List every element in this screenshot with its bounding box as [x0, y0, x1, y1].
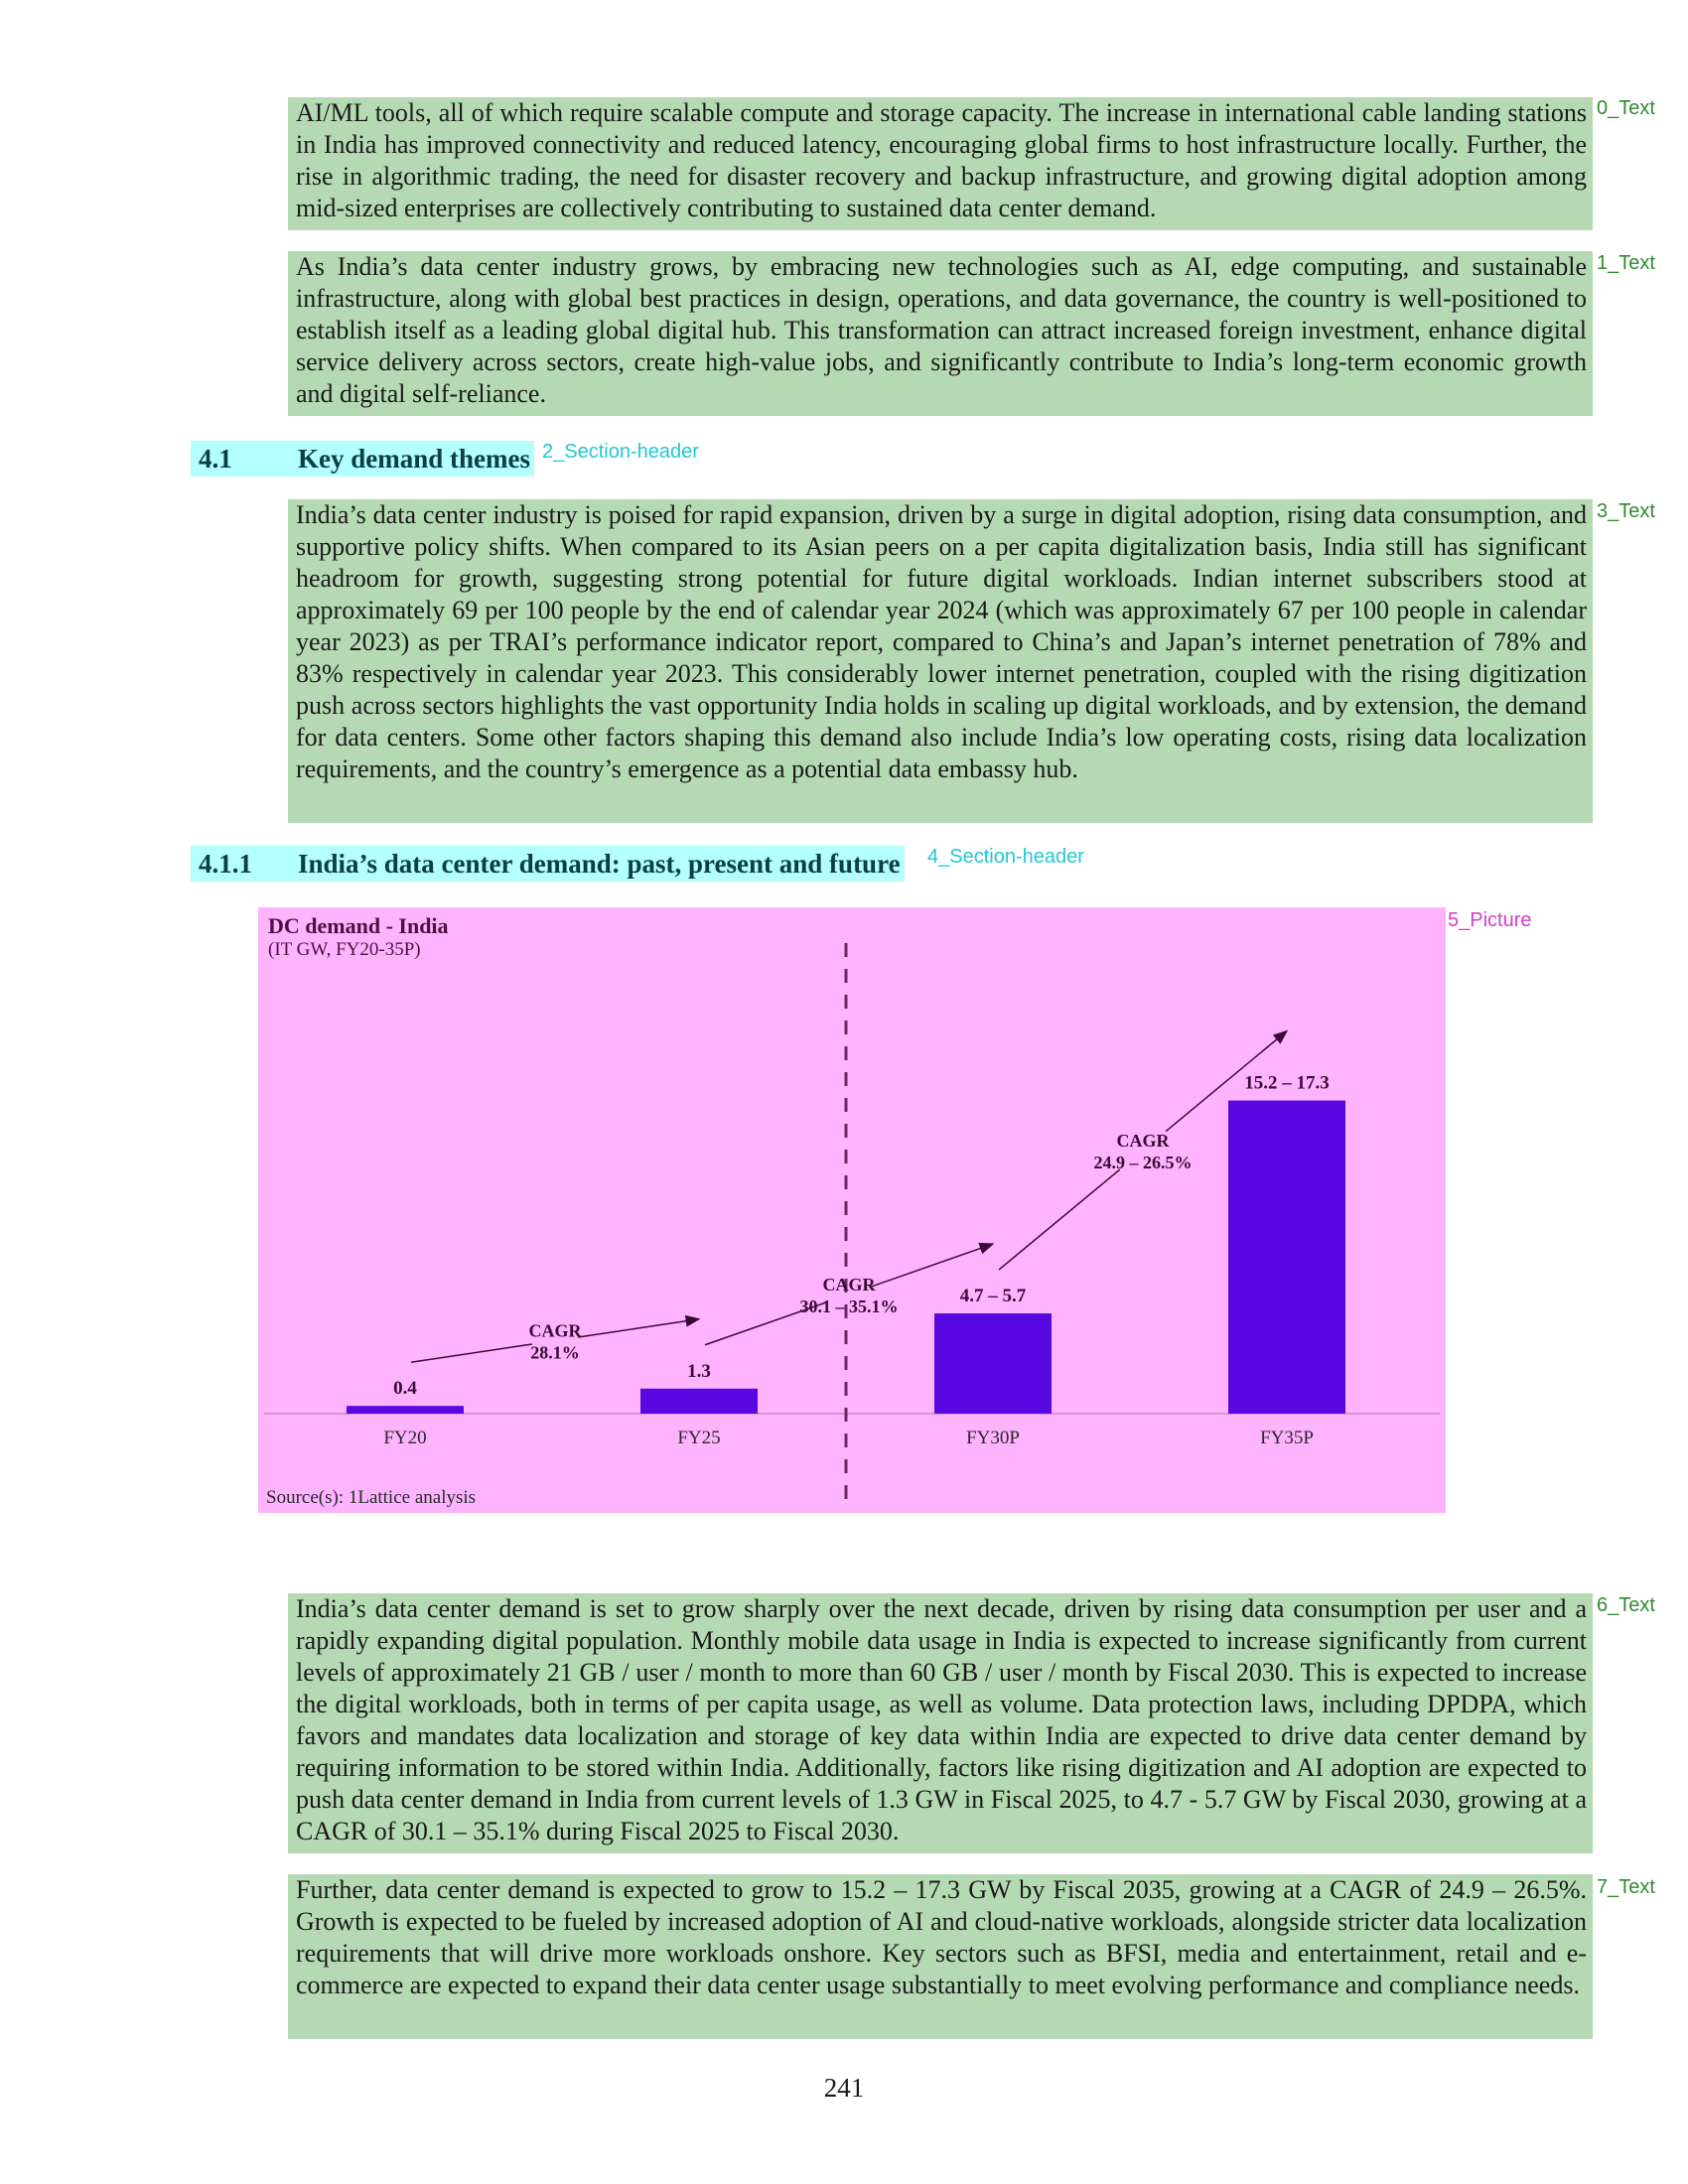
chart-source: Source(s): 1Lattice analysis [266, 1487, 477, 1508]
paragraph-text: As India’s data center industry grows, b… [296, 252, 1587, 408]
layout-tag-7: 7_Text [1597, 1876, 1655, 1898]
cagr-label-2: CAGR [823, 1275, 877, 1295]
text-block-0: AI/ML tools, all of which require scalab… [288, 97, 1593, 230]
layout-tag-0: 0_Text [1597, 97, 1655, 119]
cagr-label-3: CAGR [1117, 1131, 1171, 1151]
cagr-label-1: CAGR [529, 1321, 583, 1341]
section-title: Key demand themes [298, 444, 530, 474]
data-label-fy20: 0.4 [393, 1378, 417, 1399]
layout-tag-3: 3_Text [1597, 500, 1655, 522]
paragraph-text: AI/ML tools, all of which require scalab… [296, 98, 1587, 222]
text-block-1: As India’s data center industry grows, b… [288, 251, 1593, 416]
paragraph-text: India’s data center demand is set to gro… [296, 1594, 1587, 1845]
cagr-arrow-1 [578, 1314, 701, 1338]
data-label-fy30p: 4.7 – 5.7 [960, 1286, 1027, 1306]
bar-fy35p [1228, 1100, 1345, 1414]
section-number: 4.1.1 [199, 849, 252, 879]
cagr-arrow-line-1 [410, 1343, 532, 1363]
chart-title: DC demand - India [268, 913, 449, 938]
layout-tag-1: 1_Text [1597, 252, 1655, 274]
x-tick-label-fy25: FY25 [677, 1428, 720, 1448]
cagr-value-1: 28.1% [530, 1343, 580, 1363]
cagr-value-2: 30.1 – 35.1% [800, 1297, 899, 1316]
chart-subtitle: (IT GW, FY20-35P) [268, 939, 421, 960]
data-label-fy35p: 15.2 – 17.3 [1244, 1073, 1330, 1094]
bar-fy25 [640, 1388, 758, 1414]
text-block-3: India’s data center industry is poised f… [288, 499, 1593, 823]
section-number: 4.1 [199, 444, 232, 474]
cagr-value-3: 24.9 – 26.5% [1094, 1153, 1193, 1172]
paragraph-text: India’s data center industry is poised f… [296, 500, 1587, 783]
text-block-7: Further, data center demand is expected … [288, 1874, 1593, 2039]
data-label-fy25: 1.3 [687, 1361, 711, 1382]
bar-fy20 [347, 1406, 464, 1414]
page-number: 241 [823, 2073, 865, 2103]
x-tick-label-fy35p: FY35P [1260, 1428, 1314, 1448]
dc-demand-chart: 0.4 FY20 1.3 FY25 4.7 – 5.7 FY30P 15.2 – 17.3 F… [264, 943, 1440, 1503]
cagr-arrow-2 [871, 1242, 995, 1288]
bar-fy30p [934, 1313, 1052, 1414]
x-tick-label-fy20: FY20 [383, 1428, 426, 1448]
layout-tag-4: 4_Section-header [927, 846, 1084, 868]
cagr-arrow-3 [1165, 1029, 1289, 1133]
section-header-4-1: 4.1 Key demand themes [191, 441, 534, 477]
layout-tag-2: 2_Section-header [542, 441, 699, 463]
cagr-arrow-line-2 [704, 1301, 827, 1346]
paragraph-text: Further, data center demand is expected … [296, 1875, 1587, 1999]
chart-picture: DC demand - India (IT GW, FY20-35P) 0.4 F… [258, 907, 1446, 1513]
x-tick-label-fy30p: FY30P [966, 1428, 1020, 1448]
text-block-6: India’s data center demand is set to gro… [288, 1593, 1593, 1853]
layout-tag-6: 6_Text [1597, 1594, 1655, 1616]
layout-tag-5: 5_Picture [1448, 909, 1532, 931]
section-title: India’s data center demand: past, presen… [298, 849, 901, 879]
section-header-4-1-1: 4.1.1 India’s data center demand: past, p… [191, 846, 905, 882]
cagr-arrow-line-3 [998, 1168, 1121, 1271]
